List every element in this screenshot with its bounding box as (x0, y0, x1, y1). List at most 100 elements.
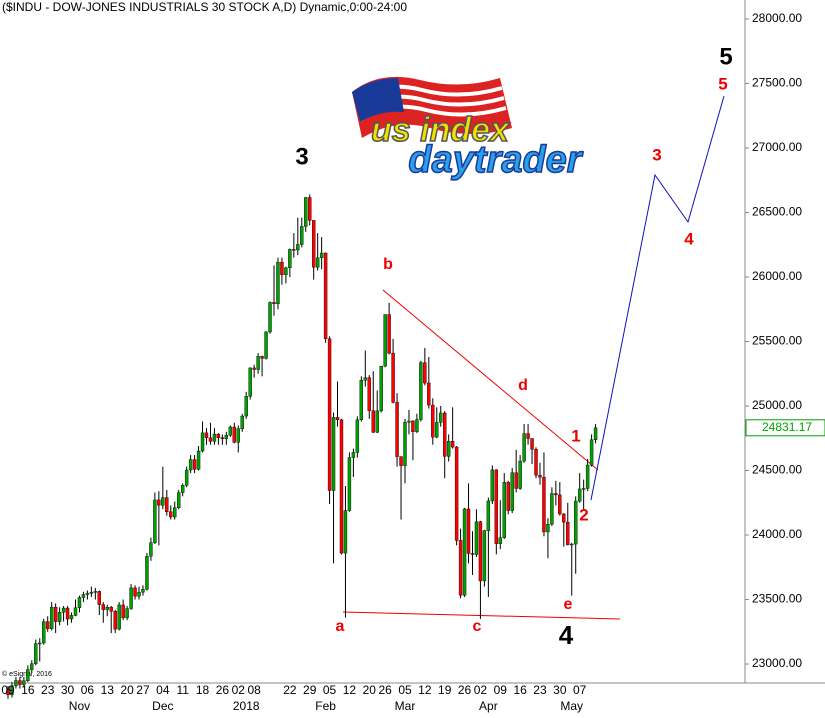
candle-body (260, 356, 264, 359)
candle-body (18, 680, 22, 685)
month-label: Feb (315, 699, 336, 713)
wave-label: 3 (295, 143, 308, 170)
candle-body (244, 396, 248, 417)
candle-body (439, 412, 443, 423)
x-tick-label: 06 (81, 683, 95, 697)
month-label: Mar (395, 699, 416, 713)
candle-body (486, 500, 491, 531)
candle-body (300, 226, 304, 245)
candle-body (443, 412, 447, 457)
candle-body (502, 482, 506, 538)
candle-body (570, 543, 574, 546)
wave-label: 3 (652, 145, 661, 164)
trend-line (382, 289, 599, 471)
candle-body (367, 377, 371, 411)
candle-body (403, 422, 407, 466)
candle-body (208, 437, 213, 442)
candle-body (530, 438, 534, 450)
candle-body (292, 249, 296, 251)
candle-body (327, 338, 332, 491)
candle-body (566, 521, 570, 545)
candle-body (363, 377, 367, 381)
candle-body (105, 607, 109, 610)
logo: us index daytrader (352, 76, 585, 182)
x-tick-label: 11 (176, 683, 189, 697)
candle-body (236, 428, 240, 443)
y-tick-label: 24500.00 (752, 463, 802, 477)
candle-body (311, 220, 316, 268)
wave-label: 4 (559, 620, 574, 650)
candle-body (53, 606, 58, 622)
candle-body (109, 607, 113, 612)
month-label: May (560, 699, 583, 713)
candle-body (474, 521, 479, 555)
wave-label: 4 (684, 229, 694, 248)
wave-label: e (564, 596, 573, 613)
candle-body (180, 485, 185, 493)
candle-body (272, 302, 276, 305)
candle-body (315, 257, 320, 268)
candle-body (6, 689, 10, 696)
candle-body (10, 685, 14, 696)
x-tick-label: 02 (474, 683, 488, 697)
candle-body (296, 244, 300, 251)
candle-body (268, 302, 272, 333)
candle-body (61, 607, 66, 613)
candle-body (351, 452, 356, 458)
candle-body (554, 493, 558, 496)
candle-body (69, 615, 74, 620)
flag-canton (352, 78, 404, 122)
candle-body (137, 591, 141, 597)
candle-body (335, 417, 340, 421)
candle-body (494, 469, 499, 544)
candle-body (331, 417, 336, 491)
candle-body (212, 433, 217, 442)
y-tick-label: 24000.00 (752, 527, 802, 541)
candle-body (510, 472, 514, 511)
candle-body (478, 521, 483, 582)
candle-body (184, 469, 189, 486)
x-tick-label: 05 (398, 683, 412, 697)
y-tick-label: 26000.00 (752, 269, 802, 283)
x-tick-label: 26 (378, 683, 392, 697)
x-tick-label: 29 (303, 683, 317, 697)
candle-body (411, 420, 415, 432)
candle-body (585, 464, 590, 489)
candle-body (458, 540, 463, 596)
wave-label: 1 (571, 426, 580, 445)
wave-label: 2 (579, 505, 588, 524)
candle-body (423, 362, 427, 384)
month-label: Nov (69, 699, 90, 713)
candle-body (157, 499, 161, 506)
candle-body (490, 469, 495, 502)
y-tick-label: 23500.00 (752, 592, 802, 606)
candle-body (284, 267, 288, 275)
candle-body (546, 523, 550, 533)
candle-body (276, 261, 280, 305)
y-tick-label: 27500.00 (752, 76, 802, 90)
candle-body (228, 426, 233, 436)
x-tick-label: 12 (343, 683, 357, 697)
candle-body (256, 356, 260, 370)
candle-body (407, 420, 411, 423)
candle-body (49, 606, 54, 629)
last-price: 24831.17 (762, 420, 812, 434)
candle-body (34, 643, 38, 664)
candle-body (125, 608, 129, 619)
candle-body (383, 314, 387, 367)
candle-body (450, 441, 455, 448)
month-label: Dec (152, 699, 173, 713)
candle-body (550, 493, 554, 525)
candle-body (121, 604, 125, 619)
month-label: 2018 (233, 699, 260, 713)
candle-body (73, 607, 78, 616)
x-tick-label: 09 (494, 683, 508, 697)
candle-body (14, 680, 18, 687)
wave-label: b (383, 256, 393, 273)
candle-body (173, 507, 177, 518)
candle-body (415, 419, 419, 432)
candle-body (534, 449, 538, 476)
candle-body (355, 419, 360, 453)
y-tick-label: 25500.00 (752, 334, 802, 348)
